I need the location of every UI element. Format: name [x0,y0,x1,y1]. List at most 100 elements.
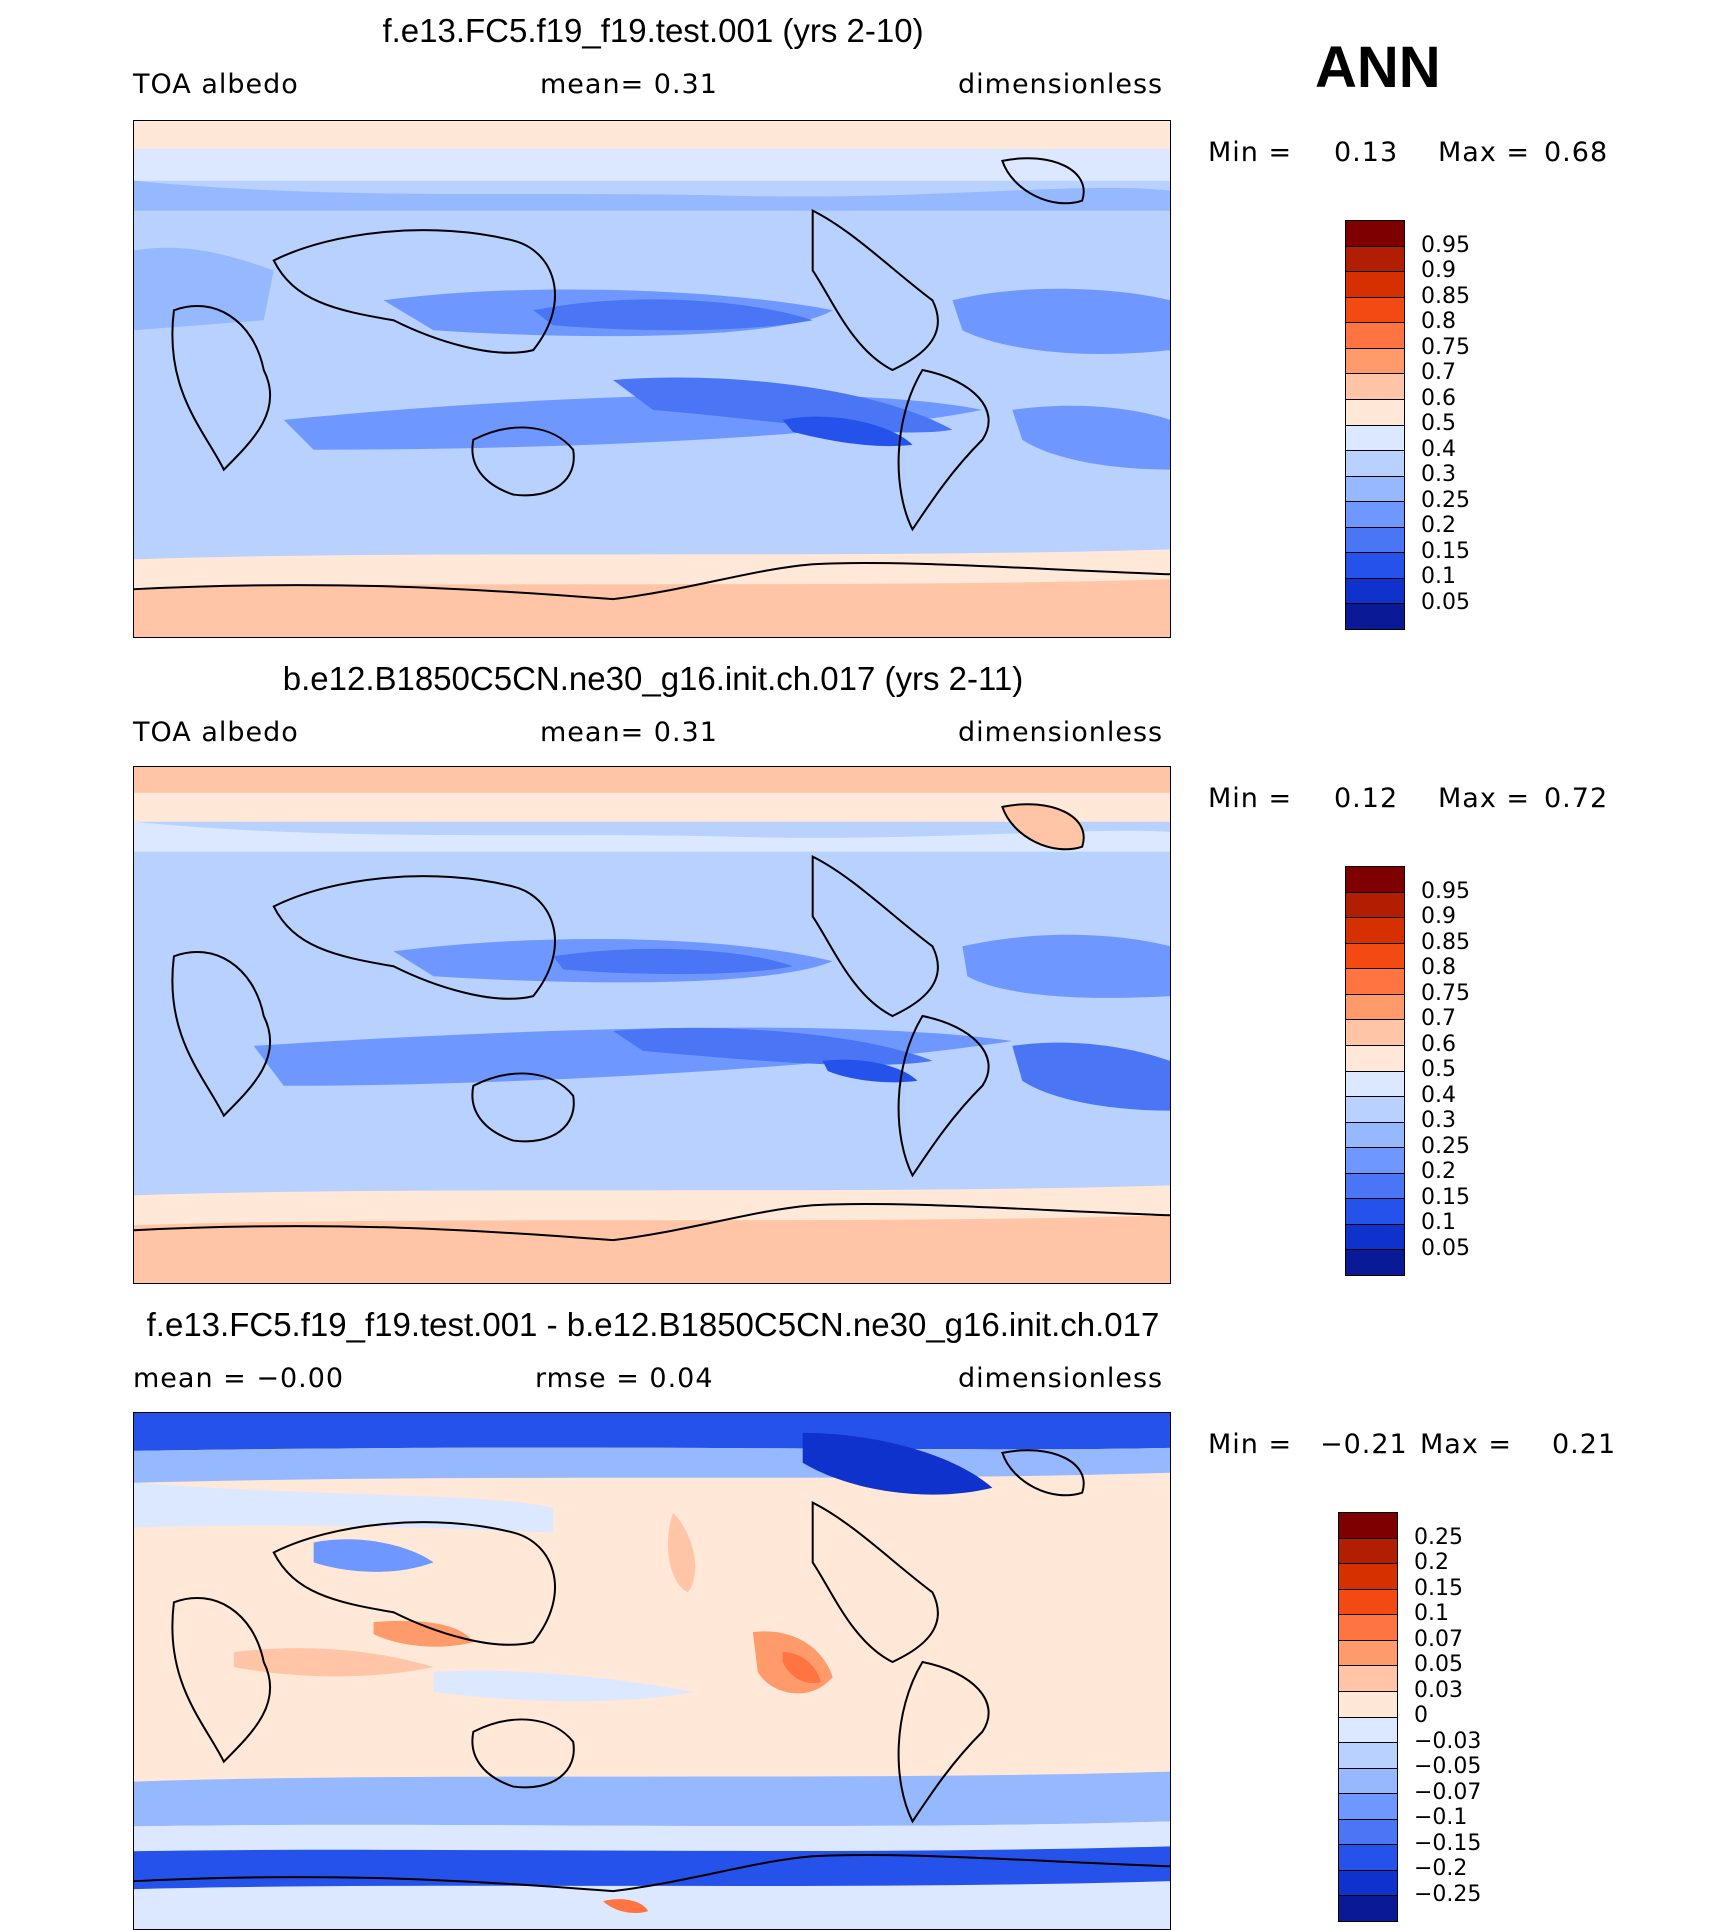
panel-3-colorbar-swatch [1339,1819,1397,1846]
panel-3-colorbar-swatch [1339,1589,1397,1616]
panel-3-colorbar-swatch [1339,1615,1397,1641]
panel-3-title: f.e13.FC5.f19_f19.test.001 - b.e12.B1850… [146,1306,1160,1343]
panel-3-colorbar-tick-label: −0.2 [1414,1856,1468,1881]
panel-2-colorbar-swatches [1345,866,1405,1276]
panel-1-title: f.e13.FC5.f19_f19.test.001 (yrs 2-10) [382,12,924,49]
panel-1-colorbar-tick-label: 0.75 [1421,334,1470,360]
panel-3-min-value: −0.21 [1320,1429,1408,1460]
panel-2-map [133,766,1171,1284]
panel-3-colorbar-tick-label: 0.03 [1414,1677,1463,1703]
panel-1-colorbar-tick-label: 0.25 [1421,487,1470,513]
panel-2-title: b.e12.B1850C5CN.ne30_g16.init.ch.017 (yr… [282,660,1024,697]
panel-3-map-plot [134,1413,1170,1929]
panel-3-colorbar-swatch [1339,1870,1397,1897]
panel-2-variable-label: TOA albedo [133,717,299,748]
panel-2-colorbar-tick-label: 0.6 [1421,1031,1456,1057]
panel-2-min-label: Min = [1208,783,1293,814]
panel-2-colorbar-tick-label: 0.7 [1421,1006,1456,1031]
panel-2-min-value: 0.12 [1334,783,1399,814]
panel-2-colorbar-tick-label: 0.9 [1421,904,1456,929]
panel-1-colorbar-swatch [1346,374,1404,400]
panel-3-colorbar-tick-label: −0.15 [1414,1830,1482,1856]
panel-2-colorbar-swatch [1346,1250,1404,1275]
panel-1-colorbar-tick-label: 0.7 [1421,360,1456,385]
panel-2-map-plot [134,767,1170,1283]
panel-3-min-label: Min = [1208,1429,1293,1460]
panel-2-colorbar-swatch [1346,1071,1404,1098]
panel-2-colorbar-swatch [1346,867,1404,893]
panel-1-max-value: 0.68 [1544,137,1609,168]
panel-2-colorbar-tick-label: 0.15 [1421,1184,1470,1210]
panel-3-colorbar-swatch [1339,1768,1397,1795]
panel-3-colorbar-swatch [1339,1564,1397,1590]
panel-3-max-value: 0.21 [1552,1429,1617,1460]
panel-1-colorbar-swatch [1346,348,1404,375]
panel-2-colorbar-tick-label: 0.85 [1421,929,1470,955]
panel-2-colorbar-swatch [1346,918,1404,944]
panel-2-colorbar-tick-label: 0.75 [1421,980,1470,1006]
panel-3-colorbar-tick-label: −0.03 [1414,1728,1482,1754]
panel-1-colorbar-tick-label: 0.5 [1421,411,1456,436]
panel-3-colorbar-tick-label: 0.25 [1414,1524,1463,1550]
panel-3-max-label: Max = [1420,1429,1513,1460]
panel-1-colorbar-swatch [1346,425,1404,452]
panel-1-colorbar-tick-label: 0.85 [1421,283,1470,309]
panel-2-mean-label: mean= 0.31 [540,717,718,748]
panel-1-colorbar-swatch [1346,527,1404,554]
panel-3-colorbar-swatch [1339,1691,1397,1718]
panel-1-colorbar-swatch [1346,476,1404,503]
panel-1-colorbar-tick-label: 0.05 [1421,589,1470,615]
panel-2-colorbar-swatch [1346,892,1404,919]
panel-2-colorbar-swatch [1346,994,1404,1021]
season-label: ANN [1315,35,1441,100]
panel-1-colorbar-tick-label: 0.3 [1421,462,1456,487]
panel-1-variable-label: TOA albedo [133,69,299,100]
panel-1-mean-label: mean= 0.31 [540,69,718,100]
panel-2-colorbar-tick-label: 0.8 [1421,955,1456,980]
panel-2-colorbar-swatch [1346,943,1404,970]
panel-3-colorbar-swatch [1339,1743,1397,1769]
panel-1-colorbar-tick-label: 0.8 [1421,309,1456,334]
panel-1-colorbar-swatch [1346,578,1404,605]
panel-1-colorbar-swatch [1346,502,1404,528]
panel-2-colorbar-swatch [1346,1020,1404,1046]
panel-2-colorbar-tick-label: 0.95 [1421,878,1470,904]
panel-1-colorbar-tick-label: 0.95 [1421,232,1470,258]
panel-1-colorbar-tick-label: 0.4 [1421,436,1456,462]
panel-3-colorbar-swatch [1339,1845,1397,1871]
panel-3-map [133,1412,1171,1930]
panel-3-colorbar-tick-label: 0.15 [1414,1575,1463,1601]
panel-3-colorbar-swatch [1339,1896,1397,1921]
panel-1-colorbar-swatch [1346,272,1404,298]
panel-3-colorbar-tick-label: −0.25 [1414,1881,1482,1907]
panel-1-colorbar-swatch [1346,399,1404,426]
panel-2-colorbar-swatch [1346,969,1404,995]
panel-2-max-value: 0.72 [1544,783,1609,814]
panel-3-colorbar-tick-label: 0.05 [1414,1652,1463,1677]
panel-1-min-value: 0.13 [1334,137,1399,168]
panel-3-colorbar-tick-label: −0.1 [1414,1805,1468,1830]
panel-1-colorbar-swatch [1346,323,1404,349]
panel-3-colorbar-tick-label: 0 [1414,1703,1428,1728]
panel-3-colorbar-swatch [1339,1513,1397,1539]
panel-3-colorbar-swatch [1339,1794,1397,1820]
panel-3-colorbar-swatch [1339,1666,1397,1692]
panel-1-map [133,120,1171,638]
panel-3-colorbar-tick-label: 0.2 [1414,1550,1449,1575]
panel-1-colorbar-tick-label: 0.2 [1421,513,1456,538]
panel-1-colorbar-swatch [1346,553,1404,579]
panel-1-units-label: dimensionless [958,69,1164,100]
panel-1-colorbar-swatches [1345,220,1405,630]
panel-1-colorbar-tick-label: 0.15 [1421,538,1470,564]
panel-3-colorbar-swatch [1339,1538,1397,1565]
panel-2-colorbar-tick-label: 0.5 [1421,1057,1456,1082]
panel-2-units-label: dimensionless [958,717,1164,748]
panel-2-colorbar-swatch [1346,1199,1404,1225]
panel-1-colorbar-swatch [1346,246,1404,273]
panel-3-colorbar-tick-label: 0.1 [1414,1601,1449,1626]
panel-2-colorbar-swatch [1346,1173,1404,1200]
panel-2-colorbar-swatch [1346,1097,1404,1123]
panel-1-map-plot [134,121,1170,637]
panel-1-colorbar-swatch [1346,604,1404,629]
panel-1-min-label: Min = [1208,137,1293,168]
